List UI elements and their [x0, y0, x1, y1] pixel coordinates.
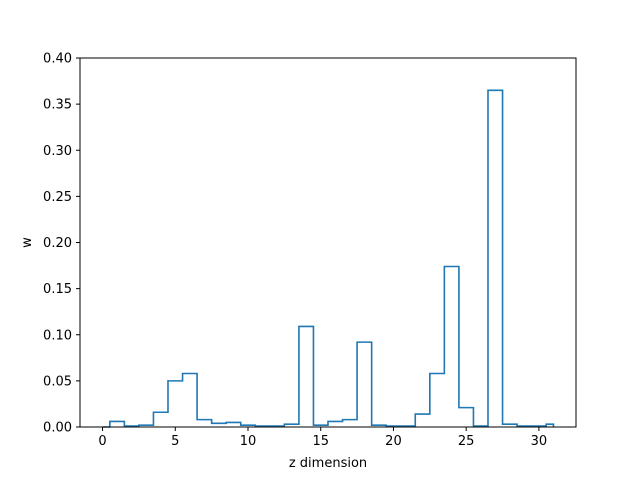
x-tick-label: 0 — [98, 434, 106, 449]
y-tick-label: 0.20 — [43, 236, 72, 251]
x-axis-ticks: 0 5 10 15 20 25 30 — [98, 427, 547, 449]
y-axis-ticks: 0.00 0.05 0.10 0.15 0.20 0.25 0.30 0.35 0.40 — [43, 52, 80, 436]
y-tick-label: 0.25 — [43, 190, 72, 205]
y-tick-label: 0.15 — [43, 282, 72, 297]
x-tick-label: 25 — [458, 434, 475, 449]
histogram-step-line — [102, 89, 555, 428]
y-tick-label: 0.00 — [43, 421, 72, 436]
y-tick-label: 0.40 — [43, 52, 72, 67]
x-axis-label: z dimension — [289, 456, 367, 471]
y-tick-label: 0.35 — [43, 98, 72, 113]
y-tick-label: 0.10 — [43, 328, 72, 343]
y-tick-label: 0.30 — [43, 144, 72, 159]
y-axis-label: w — [20, 237, 35, 248]
x-tick-label: 5 — [171, 434, 179, 449]
x-tick-label: 30 — [531, 434, 548, 449]
x-tick-label: 20 — [385, 434, 402, 449]
plot-frame — [79, 57, 577, 428]
y-tick-label: 0.05 — [43, 374, 72, 389]
x-tick-label: 10 — [240, 434, 257, 449]
x-tick-label: 15 — [312, 434, 329, 449]
